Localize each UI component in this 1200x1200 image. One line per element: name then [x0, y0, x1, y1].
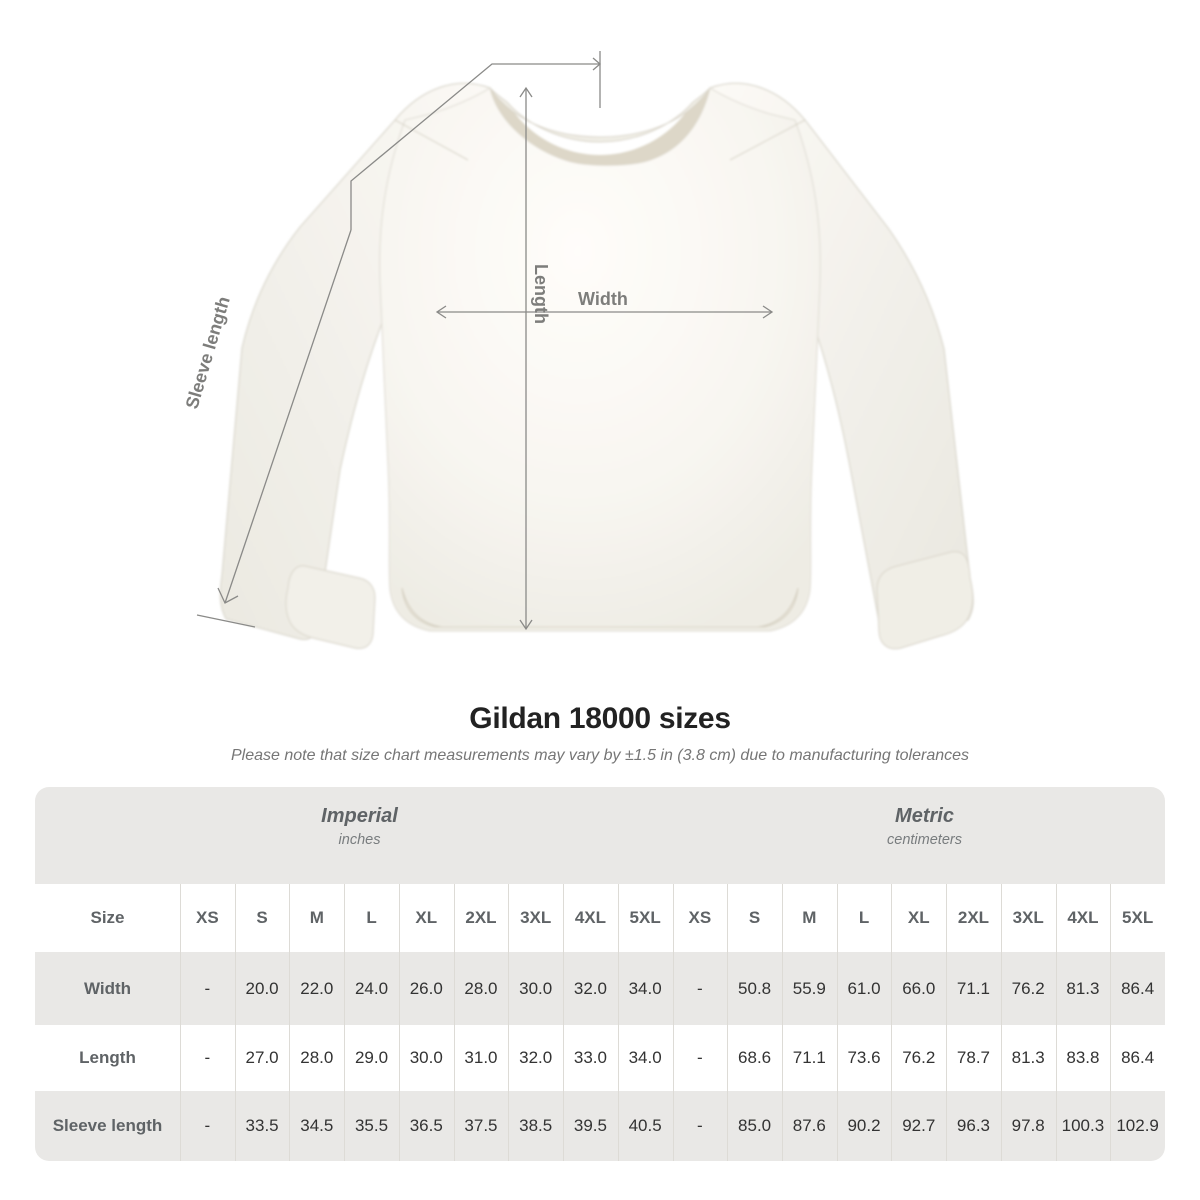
- svg-text:Width: Width: [578, 289, 628, 309]
- svg-text:Length: Length: [531, 264, 551, 324]
- svg-text:Sleeve length: Sleeve length: [182, 294, 234, 411]
